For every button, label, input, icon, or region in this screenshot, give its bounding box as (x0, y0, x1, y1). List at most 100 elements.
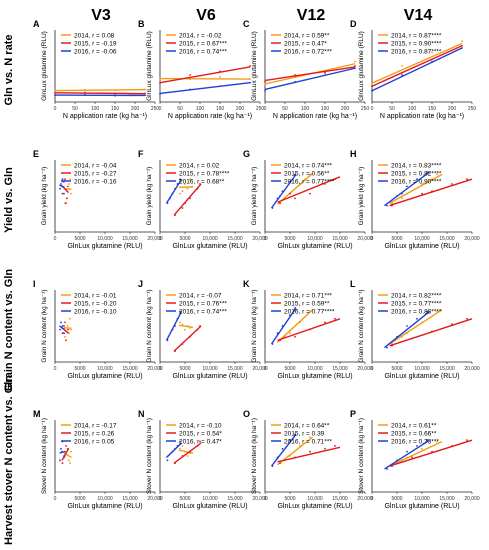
x-tick-label: 15,000 (227, 366, 243, 372)
x-tick-label: 0 (159, 106, 162, 112)
data-point-2014 (64, 335, 66, 338)
x-tick-label: 15,000 (122, 366, 138, 372)
data-point-2016 (386, 346, 388, 349)
data-point-2016 (61, 178, 64, 181)
legend-entry-2014: 2014, r = 0.02 (179, 162, 220, 169)
data-point-2016 (416, 317, 418, 320)
x-axis-label: GlnLux glutamine (RLU) (67, 373, 142, 380)
panel-K: K 0 5000 10,000 15,000 20,000 GlnLux glutamine… (243, 279, 373, 380)
legend-entry-2015: 2015, r = 0.66** (391, 430, 437, 437)
data-point-2016 (426, 310, 428, 313)
data-point-2014 (66, 325, 69, 327)
x-axis-label: GlnLux glutamine (RLU) (172, 373, 247, 380)
panel-D: D 0 50 100 150 200 250 N application rate (kg h… (350, 19, 476, 120)
legend-entry-2014: 2014, r = 0.64** (284, 422, 330, 429)
data-point-2014 (70, 328, 72, 331)
data-point-2015 (334, 317, 336, 320)
panel-letter: J (138, 279, 143, 289)
x-tick-label: 50 (282, 106, 288, 112)
data-point-2015 (65, 202, 67, 205)
data-point-2016 (63, 455, 65, 457)
y-axis-label: GlnLux glutamine (RLU) (358, 31, 365, 101)
legend-entry-2015: 2015, r = 0.26 (74, 430, 115, 437)
data-point-2015 (279, 202, 281, 205)
x-axis-label: GlnLux glutamine (RLU) (384, 243, 459, 250)
legend-entry-2015: 2015, r = 0.39 (284, 430, 325, 437)
fit-line-2016 (59, 451, 65, 454)
x-tick-label: 250 (256, 106, 265, 112)
data-point-2014 (186, 455, 189, 457)
x-axis-label: GlnLux glutamine (RLU) (384, 503, 459, 510)
x-tick-label: 5000 (74, 366, 85, 372)
legend-entry-2016: 2016, r = -0.10 (74, 308, 117, 315)
x-tick-label: 0 (159, 366, 162, 372)
x-axis-label: N application rate (kg ha⁻¹) (273, 113, 357, 120)
fit-line-2015 (389, 178, 473, 207)
x-tick-label: 15,000 (439, 236, 455, 242)
y-axis-label: Grain N content (kg ha⁻¹) (146, 289, 153, 362)
panel-N: N 0 5000 10,000 15,000 20,000 GlnLux glutamine… (138, 409, 268, 510)
x-tick-label: 15,000 (332, 496, 348, 502)
legend-entry-2014: 2014, r = 0.71*** (284, 292, 332, 299)
data-point-2016 (60, 321, 62, 324)
x-tick-label: 10,000 (307, 236, 323, 242)
data-point-2016 (60, 183, 62, 185)
x-tick-label: 15,000 (122, 236, 138, 242)
panel-E: E 0 5000 10,000 15,000 20,000 GlnLux glutamine… (33, 149, 163, 250)
fit-line-2015 (371, 45, 463, 87)
x-tick-label: 5000 (179, 366, 190, 372)
data-point-2014 (69, 462, 71, 465)
x-tick-label: 20,000 (464, 496, 480, 502)
x-tick-label: 200 (448, 106, 457, 112)
fit-line-2014 (371, 42, 463, 84)
x-axis-label: GlnLux glutamine (RLU) (277, 373, 352, 380)
x-tick-label: 50 (389, 106, 395, 112)
fit-line-2016 (270, 307, 297, 345)
data-point-2014 (179, 321, 181, 324)
x-tick-label: 20,000 (252, 236, 268, 242)
legend-entry-2015: 2015, r = 0.82**** (391, 170, 442, 177)
panel-P: P 0 5000 10,000 15,000 20,000 GlnLux glutamine… (350, 409, 480, 510)
x-tick-label: 0 (54, 106, 57, 112)
x-tick-label: 10,000 (202, 496, 218, 502)
data-point-2015 (199, 440, 201, 443)
data-point-2015 (67, 328, 69, 331)
data-point-2014 (289, 332, 291, 335)
data-point-2015 (451, 183, 453, 185)
x-tick-label: 5000 (284, 496, 295, 502)
fit-line-2014 (178, 449, 194, 454)
x-tick-label: 20,000 (464, 236, 480, 242)
x-axis-label: GlnLux glutamine (RLU) (172, 243, 247, 250)
x-tick-label: 0 (264, 366, 267, 372)
fit-line-2015 (277, 318, 341, 342)
fit-line-2016 (384, 171, 430, 207)
y-axis-label: Stover N content (kg ha⁻¹) (146, 418, 153, 494)
legend-entry-2015: 2015, r = -0.19 (74, 40, 117, 47)
x-tick-label: 20,000 (357, 236, 373, 242)
x-tick-label: 10,000 (414, 496, 430, 502)
x-tick-label: 200 (131, 106, 140, 112)
x-axis-label: N application rate (kg ha⁻¹) (63, 113, 147, 120)
panel-F: F 0 5000 10,000 15,000 20,000 GlnLux glutamine… (138, 149, 268, 250)
legend-entry-2015: 2015, r = 0.54* (179, 430, 222, 437)
x-tick-label: 0 (264, 236, 267, 242)
x-tick-label: 100 (408, 106, 417, 112)
x-tick-label: 15,000 (439, 366, 455, 372)
data-point-2016 (406, 450, 408, 453)
panel-letter: B (138, 19, 145, 29)
y-axis-label: Grain yield (kg ha⁻¹) (358, 167, 365, 226)
y-axis-label: GlnLux glutamine (RLU) (251, 31, 258, 101)
x-tick-label: 250 (151, 106, 160, 112)
x-axis-label: GlnLux glutamine (RLU) (67, 243, 142, 250)
legend-entry-2016: 2016, r = 0.68** (179, 178, 225, 185)
data-point-2016 (416, 445, 418, 447)
legend-entry-2015: 2015, r = -0.27 (74, 170, 117, 177)
x-tick-label: 20,000 (357, 496, 373, 502)
panel-letter: G (243, 149, 250, 159)
fit-line-2016 (264, 67, 356, 91)
panel-L: L 0 5000 10,000 15,000 20,000 GlnLux glutamine… (350, 279, 480, 380)
data-point-2014 (219, 75, 221, 78)
data-point-2015 (65, 339, 67, 342)
data-point-2014 (70, 192, 72, 195)
